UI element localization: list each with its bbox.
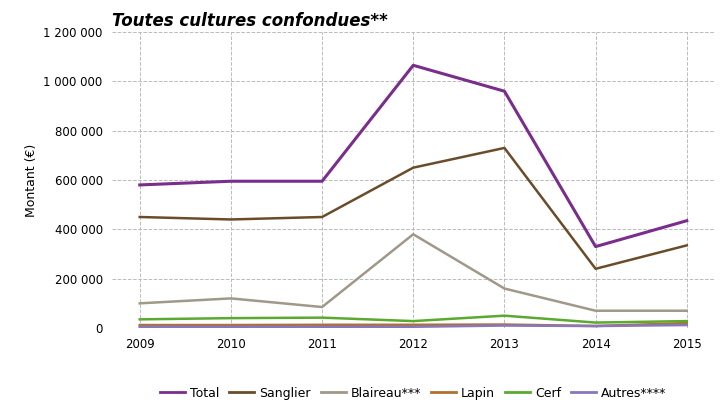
Text: Toutes cultures confondues**: Toutes cultures confondues** [112, 12, 389, 30]
Legend: Total, Sanglier, Blaireau***, Lapin, Cerf, Autres****: Total, Sanglier, Blaireau***, Lapin, Cer… [155, 382, 671, 400]
Y-axis label: Montant (€): Montant (€) [25, 143, 38, 217]
